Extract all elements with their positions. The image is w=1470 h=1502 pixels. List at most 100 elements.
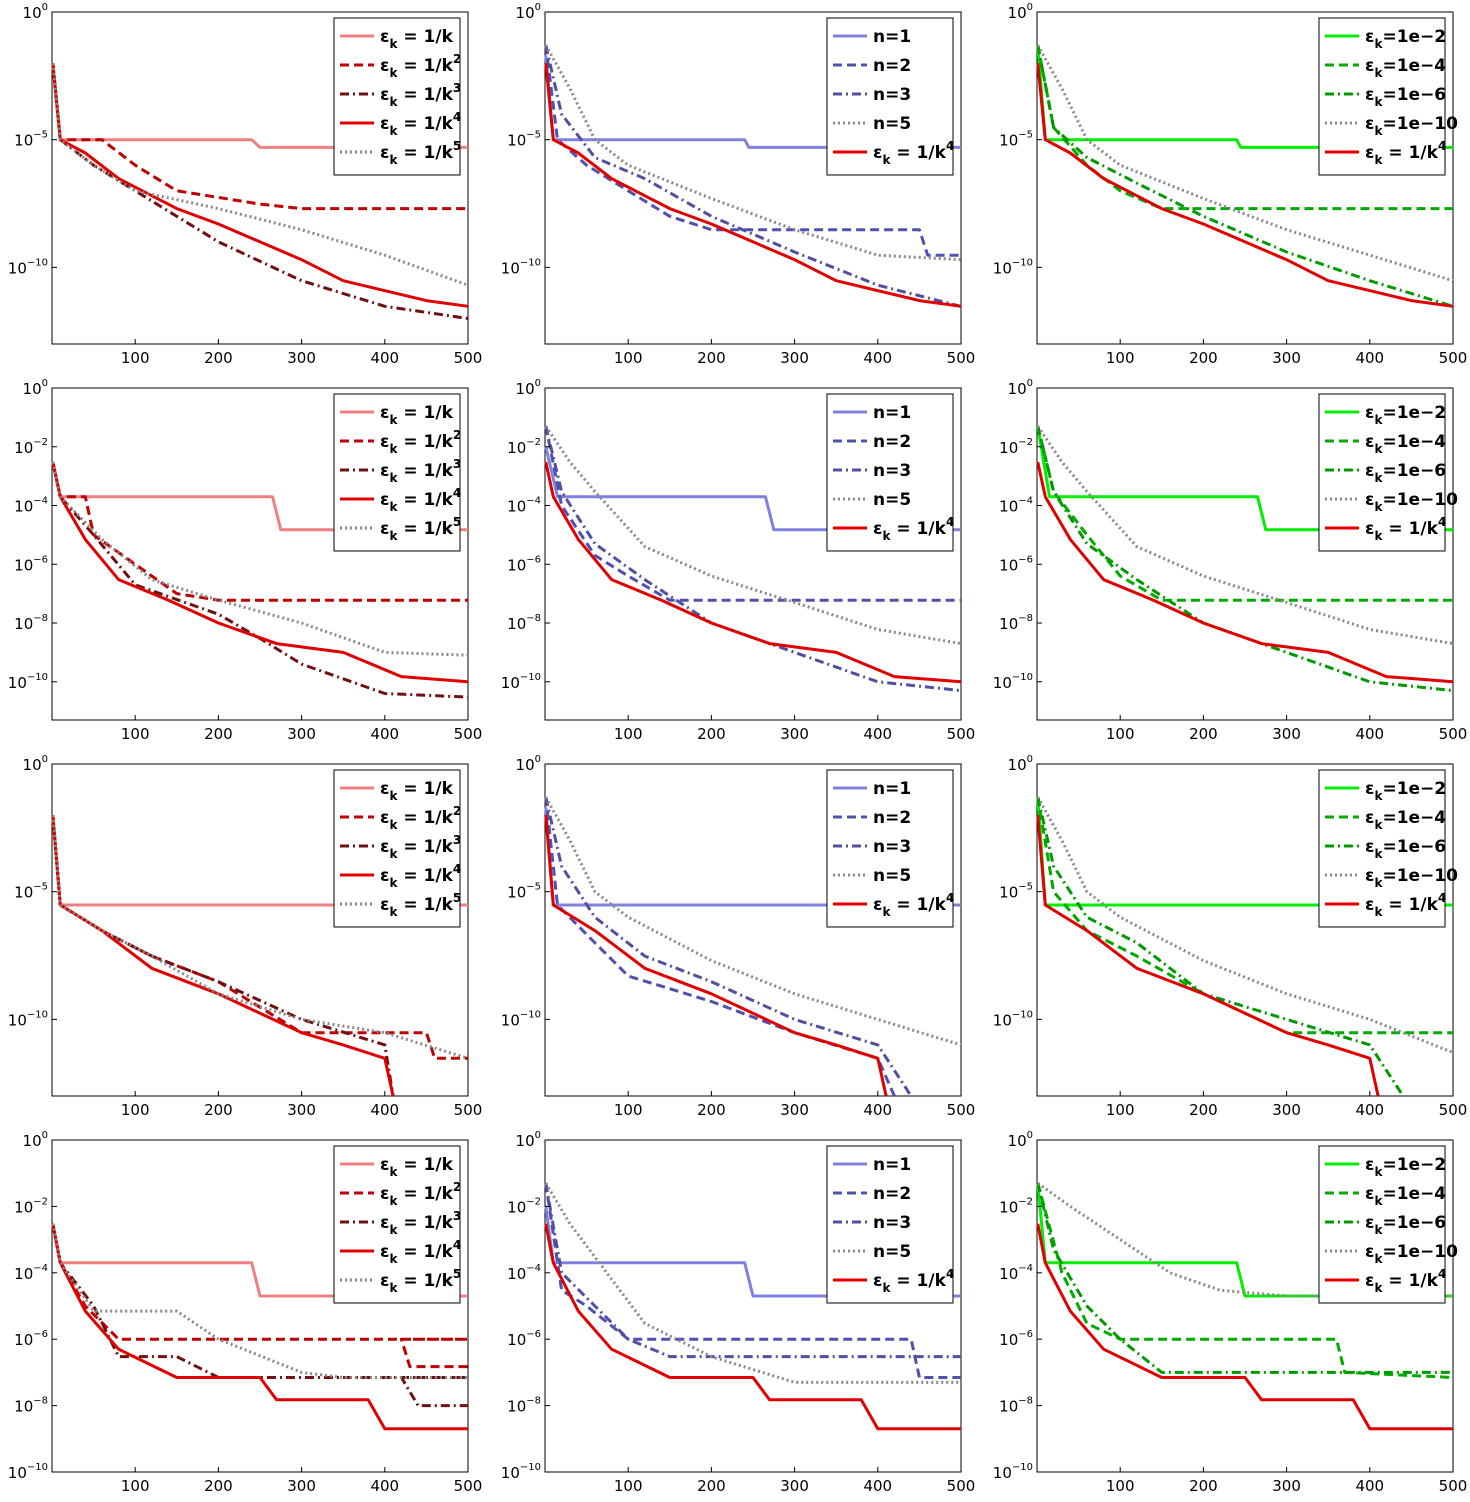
legend-label: εk = 1/k5: [380, 1267, 461, 1295]
x-tick-label: 400: [863, 1101, 892, 1119]
legend-box: [333, 393, 461, 552]
legend-label: εk = 1/k2: [380, 1180, 461, 1208]
legend-box: [826, 1145, 954, 1304]
legend-label: εk=1e−2: [1365, 779, 1446, 803]
series-line-4: [51, 461, 469, 684]
x-tick-label: 300: [780, 1477, 809, 1495]
y-tick-label: 10−10: [993, 1009, 1033, 1029]
series-line-5: [544, 62, 962, 308]
subplot-8: 100 200 300 400 500 100 10−5 10−10 n=1 n=2 n=3 n=5 ε…: [501, 754, 976, 1119]
y-tick-label: 10−8: [507, 1396, 541, 1416]
series-line-2: [544, 45, 961, 257]
x-tick-label: 400: [863, 725, 892, 743]
x-tick-label: 100: [121, 1101, 150, 1119]
legend-label: εk = 1/k: [380, 27, 454, 51]
x-tick-label: 100: [121, 1477, 150, 1495]
legend-label: εk = 1/k5: [380, 891, 461, 919]
legend-label: εk = 1/k4: [873, 891, 954, 919]
legend-label: εk = 1/k: [380, 403, 454, 427]
legend-label: εk=1e−2: [1365, 27, 1446, 51]
legend-label: εk = 1/k3: [380, 1209, 461, 1237]
y-tick-label: 10−10: [8, 257, 48, 277]
legend-box: [333, 769, 461, 928]
x-tick-label: 500: [947, 1477, 976, 1495]
legend-label: εk = 1/k4: [380, 486, 461, 514]
legend-label: n=5: [873, 114, 911, 134]
y-tick-label: 10−10: [8, 1009, 48, 1029]
legend-label: n=1: [873, 1155, 911, 1175]
y-tick-label: 100: [1008, 378, 1033, 398]
y-tick-label: 10−6: [507, 1329, 541, 1349]
y-tick-label: 10−10: [501, 1009, 541, 1029]
x-tick-label: 400: [863, 1477, 892, 1495]
legend-label: εk=1e−4: [1365, 1184, 1446, 1208]
legend-label: n=1: [873, 27, 911, 47]
series-line-5: [51, 461, 469, 657]
x-tick-label: 300: [780, 725, 809, 743]
x-tick-label: 400: [370, 349, 399, 367]
x-tick-label: 500: [1439, 1477, 1468, 1495]
x-tick-label: 500: [947, 349, 976, 367]
series-line-5: [1036, 461, 1454, 684]
y-tick-label: 100: [1008, 1130, 1033, 1150]
legend-label: εk = 1/k: [380, 779, 454, 803]
legend-box: [1318, 17, 1446, 176]
y-tick-label: 10−4: [507, 496, 541, 516]
legend-label: εk=1e−2: [1365, 403, 1446, 427]
axes-frame: [51, 387, 469, 721]
legend-label: n=2: [873, 432, 911, 452]
x-tick-label: 300: [287, 1101, 316, 1119]
legend-label: εk = 1/k4: [380, 110, 461, 138]
x-tick-label: 300: [287, 725, 316, 743]
x-tick-label: 500: [454, 1477, 483, 1495]
series-line-5: [544, 1223, 961, 1431]
x-tick-label: 100: [1106, 1477, 1135, 1495]
series-line-4: [544, 1182, 961, 1384]
x-tick-label: 500: [1439, 725, 1468, 743]
x-tick-label: 300: [780, 349, 809, 367]
axes-frame: [544, 387, 962, 721]
series-line-3: [1036, 44, 1454, 308]
series-line-5: [1036, 814, 1380, 1097]
subplot-2: 100 200 300 400 500 100 10−5 10−10 n=1 n=2 n=3 n=5 ε…: [501, 2, 976, 367]
legend-label: εk = 1/k4: [1365, 891, 1446, 919]
subplot-11: 100 200 300 400 500 100 10−2 10−4 10−6 10−8 10−10 n…: [501, 1130, 976, 1495]
y-tick-label: 10−6: [14, 1329, 48, 1349]
y-tick-label: 100: [516, 378, 541, 398]
y-tick-label: 100: [516, 2, 541, 22]
legend-label: n=5: [873, 866, 911, 886]
axes-frame: [544, 11, 962, 345]
legend-box: [333, 17, 461, 176]
legend-label: εk = 1/k4: [873, 1267, 954, 1295]
legend-label: n=2: [873, 1184, 911, 1204]
y-tick-label: 10−6: [14, 554, 48, 574]
subplot-4: 100 200 300 400 500 100 10−2 10−4 10−6 10−8 10−10 ε…: [8, 378, 483, 743]
y-tick-label: 10−2: [14, 437, 48, 457]
legend-label: εk = 1/k2: [380, 804, 461, 832]
legend-label: εk=1e−4: [1365, 432, 1446, 456]
y-tick-label: 10−4: [14, 1263, 48, 1283]
legend-label: n=2: [873, 56, 911, 76]
subplot-6: 100 200 300 400 500 100 10−2 10−4 10−6 10−8 10−10 ε…: [993, 378, 1468, 743]
x-tick-label: 500: [1439, 349, 1468, 367]
series-line-2: [1036, 44, 1453, 211]
series-line-3: [544, 425, 962, 693]
y-tick-label: 10−10: [501, 1462, 541, 1482]
x-tick-label: 100: [614, 1101, 643, 1119]
subplot-12: 100 200 300 400 500 100 10−2 10−4 10−6 10−8 10−10 ε…: [993, 1130, 1468, 1495]
series-line-3: [51, 461, 469, 699]
legend-label: εk = 1/k4: [873, 139, 954, 167]
x-tick-label: 500: [454, 349, 483, 367]
x-tick-label: 200: [1189, 1477, 1218, 1495]
x-tick-label: 300: [287, 349, 316, 367]
legend-label: εk=1e−4: [1365, 56, 1446, 80]
axes-frame: [1036, 11, 1454, 345]
series-line-5: [1036, 1223, 1453, 1431]
x-tick-label: 200: [204, 1101, 233, 1119]
series-line-3: [544, 796, 913, 1097]
legend-box: [1318, 1145, 1446, 1304]
subplot-9: 100 200 300 400 500 100 10−5 10−10 εk=1e−2 εk=1e−…: [993, 754, 1468, 1119]
legend-label: n=3: [873, 837, 911, 857]
y-tick-label: 10−8: [507, 613, 541, 633]
